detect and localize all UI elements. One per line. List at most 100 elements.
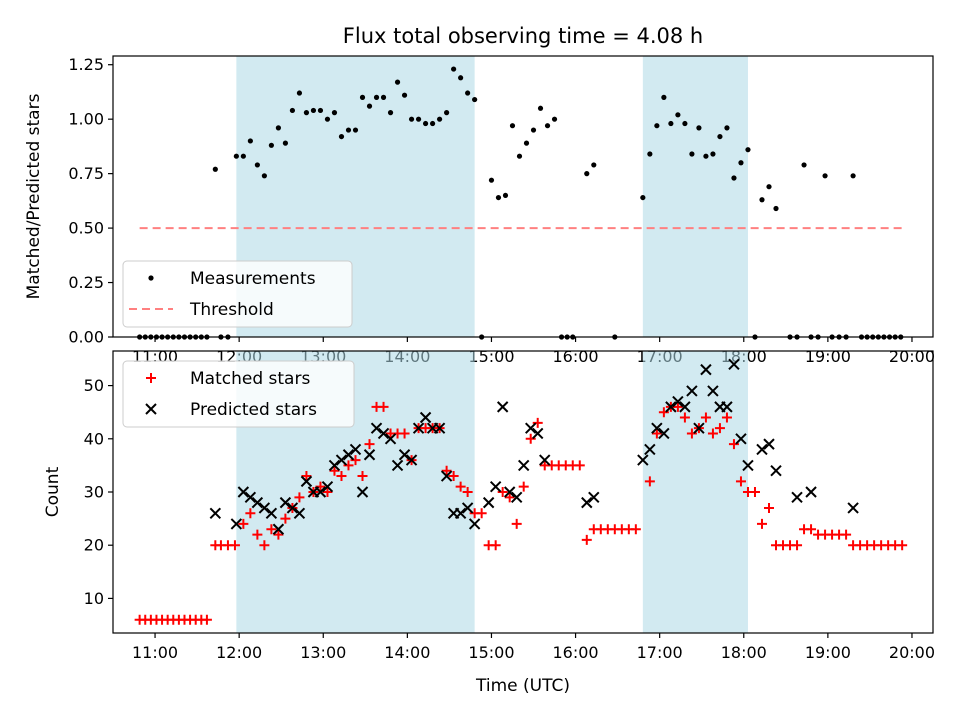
- legend-box: [122, 260, 353, 328]
- measurement-point: [537, 105, 544, 111]
- measurement-point: [233, 153, 239, 159]
- measurement-point: [488, 177, 495, 183]
- predicted-stars-point: [686, 385, 698, 397]
- predicted-stars-point: [265, 507, 278, 519]
- predicted-stars-point: [342, 449, 355, 461]
- predicted-stars-point: [251, 496, 264, 509]
- y-tick-label: 0.50: [68, 219, 104, 238]
- predicted-stars-point: [398, 449, 411, 461]
- predicted-stars-point: [314, 486, 327, 498]
- predicted-stars-point: [763, 438, 775, 450]
- matched-stars-point: [686, 428, 697, 439]
- measurement-point: [717, 133, 723, 140]
- matched-stars-point: [364, 439, 375, 450]
- series-markers: [137, 66, 904, 340]
- x-tick-label: 16:00: [553, 643, 599, 662]
- predicted-stars-point: [237, 486, 250, 498]
- predicted-stars-point: [328, 459, 341, 472]
- measurement-point: [523, 140, 530, 146]
- measurement-point: [422, 120, 429, 127]
- measurement-point: [584, 171, 590, 177]
- matched-stars-point: [229, 540, 240, 551]
- predicted-stars-point: [356, 486, 369, 498]
- legend: Measurements Threshold: [122, 260, 353, 328]
- predicted-stars-point: [433, 422, 446, 434]
- matched-stars-point: [357, 471, 368, 482]
- predicted-stars-point: [517, 459, 530, 472]
- x-tick-label: 18:00: [721, 643, 767, 662]
- chart-title: Flux total observing time = 4.08 h: [343, 24, 703, 48]
- legend-box: [122, 360, 355, 428]
- predicted-stars-point: [581, 496, 593, 509]
- predicted-stars-point: [293, 507, 306, 519]
- measurement-point: [359, 94, 366, 100]
- matched-stars-point: [672, 401, 683, 412]
- matched-stars-point: [201, 614, 212, 625]
- measurement-point: [759, 197, 765, 203]
- measurement-point: [394, 79, 401, 85]
- matched-stars-point: [574, 460, 585, 471]
- x-tick-label: 19:00: [805, 643, 851, 662]
- measurement-point: [766, 184, 772, 190]
- matched-stars-point: [280, 513, 291, 524]
- measurement-point: [444, 110, 450, 116]
- x-tick-label: 19:00: [805, 347, 851, 366]
- matched-stars-point: [756, 518, 767, 529]
- measurement-point: [401, 92, 408, 98]
- measurement-point: [689, 151, 695, 157]
- predicted-stars-point: [258, 502, 271, 514]
- top-chart: 0.000.250.500.751.001.2511:0012:0013:001…: [24, 24, 935, 366]
- predicted-stars-point: [707, 385, 719, 397]
- predicted-stars-point: [588, 491, 600, 504]
- predicted-stars-point: [370, 422, 383, 434]
- measurement-point: [212, 166, 218, 172]
- measurement-point: [472, 96, 478, 103]
- matched-stars-point: [792, 540, 803, 551]
- measurement-point: [495, 194, 502, 201]
- predicted-stars-point: [539, 454, 551, 466]
- matched-stars-point: [721, 412, 732, 423]
- measurement-point: [668, 120, 674, 127]
- matched-stars-point: [462, 487, 473, 497]
- matched-stars-point: [735, 476, 746, 487]
- measurement-point: [366, 103, 373, 109]
- predicted-stars-point: [363, 449, 376, 461]
- x-axis-label: Time (UTC): [475, 676, 570, 696]
- predicted-stars-point: [735, 433, 747, 445]
- matched-stars-point: [630, 524, 641, 535]
- bottom-chart: 10 20 30 40 50 11:00 12:00 13:00 14:00 15:00 16:00…: [43, 350, 935, 696]
- matched-stars-point: [322, 487, 333, 497]
- predicted-stars-point: [209, 507, 222, 519]
- measurement-point: [745, 147, 751, 153]
- predicted-stars-point: [496, 401, 509, 413]
- matched-stars-point: [644, 476, 655, 487]
- matched-stars-point: [511, 518, 522, 529]
- measurement-point: [380, 94, 387, 100]
- measurement-point: [247, 138, 253, 144]
- matched-stars-point: [476, 508, 487, 519]
- axes-frame: [112, 55, 934, 338]
- measurement-point: [822, 173, 828, 179]
- predicted-stars-point: [770, 465, 782, 477]
- matched-stars-point: [441, 465, 452, 476]
- measurement-point: [387, 110, 394, 116]
- legend-plus-marker: [146, 373, 156, 383]
- legend-label: Measurements: [190, 269, 316, 289]
- y-tick-label: 50: [84, 376, 104, 395]
- predicted-stars-point: [658, 427, 670, 440]
- measurement-point: [530, 127, 537, 133]
- predicted-stars-point: [510, 491, 523, 504]
- legend-dot-marker: [148, 275, 154, 281]
- matched-stars-point: [897, 540, 908, 551]
- predicted-stars-point: [300, 475, 313, 488]
- predicted-stars-point: [679, 401, 691, 413]
- predicted-stars-point: [525, 422, 537, 434]
- shaded-interval: [642, 56, 748, 337]
- legend-x-marker: [145, 403, 157, 415]
- matched-stars-point: [238, 518, 249, 529]
- measurement-point: [661, 94, 667, 100]
- matched-stars-point: [525, 433, 536, 444]
- predicted-stars-point: [672, 395, 684, 408]
- x-tick-label: 15:00: [468, 347, 514, 366]
